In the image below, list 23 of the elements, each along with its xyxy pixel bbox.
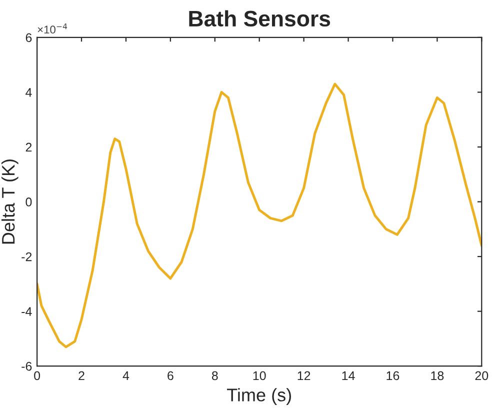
text: ×10$^{−4}$ <box>38 23 68 34</box>
x-tick-label: 6 <box>168 371 174 380</box>
chart-title: Bath Sensors <box>189 10 330 27</box>
y-tick-label: -2 <box>22 252 32 262</box>
y-tick-label: -6 <box>22 362 32 371</box>
x-tick-label: 14 <box>342 371 355 380</box>
y-tick-label: 0 <box>26 198 32 206</box>
y-tick-label: 6 <box>26 33 32 42</box>
line-series <box>37 82 482 348</box>
x-tick-label: 4 <box>122 371 130 380</box>
y-tick-label: 2 <box>26 142 32 152</box>
y-tick-label: -4 <box>22 307 32 316</box>
x-tick-label: 8 <box>212 371 218 380</box>
x-tick-label: 16 <box>386 371 400 380</box>
y-axis-title: Delta T (K) <box>1 160 18 244</box>
x-tick-label: 0 <box>34 371 40 380</box>
x-tick-label: 20 <box>475 371 488 380</box>
y-tick-label: 4 <box>26 88 32 97</box>
x-tick-label: 2 <box>78 371 84 380</box>
x-tick-label: 18 <box>431 371 444 380</box>
x-tick-label: 12 <box>298 371 310 380</box>
x-tick-label: 10 <box>253 371 266 380</box>
x-axis-title: Time (s) <box>227 388 291 405</box>
